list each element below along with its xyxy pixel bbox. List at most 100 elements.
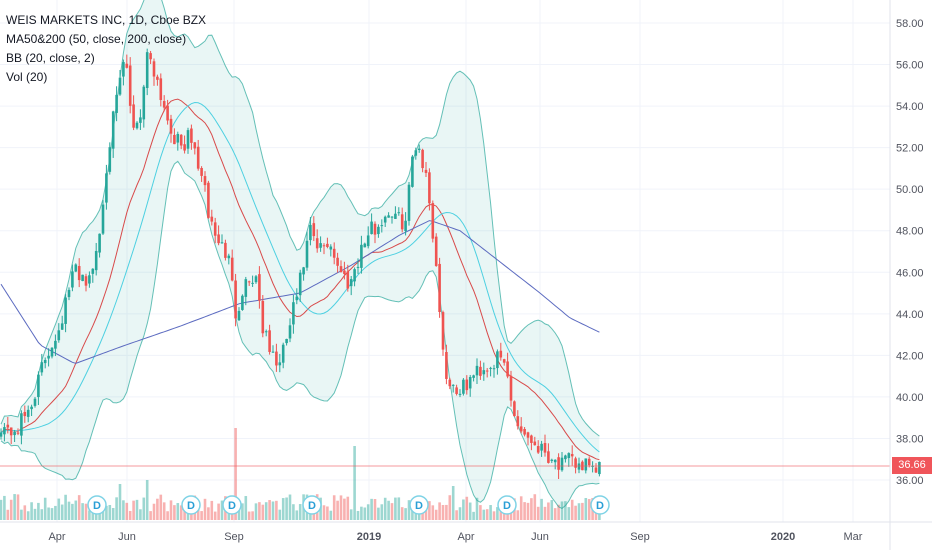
candle [159, 73, 163, 107]
dividend-marker[interactable]: D [497, 495, 517, 515]
candle-body [247, 281, 251, 283]
price-tick-label: 44.00 [896, 309, 924, 321]
candle-body [322, 245, 326, 247]
candle-body [162, 101, 166, 108]
candle-body [547, 451, 550, 463]
volume-bar [533, 494, 537, 520]
legend-ma[interactable]: MA50&200 (50, close, 200, close) [6, 32, 187, 46]
legend-bb[interactable]: BB (20, close, 2) [6, 51, 95, 65]
time-tick-label: Sep [630, 531, 650, 543]
candle [217, 225, 220, 246]
candle [315, 229, 319, 253]
candle [268, 324, 271, 355]
volume-bar [278, 509, 282, 520]
volume-bar [132, 500, 135, 520]
candle [577, 457, 581, 474]
candle-body [373, 223, 377, 235]
candle-body [414, 150, 418, 156]
candle [6, 416, 10, 434]
candle-body [523, 428, 526, 435]
volume-bar [553, 508, 557, 520]
volume-bar [370, 498, 373, 520]
candle [152, 58, 156, 86]
candle [458, 389, 462, 398]
volume-bar [203, 498, 207, 520]
candle [118, 69, 122, 96]
volume-bar [275, 500, 278, 520]
candle [523, 427, 526, 437]
volume-bar [128, 510, 132, 520]
candle [261, 295, 265, 338]
candle-body [142, 86, 146, 120]
candle-body [394, 213, 397, 219]
volume-bar [176, 503, 180, 520]
volume-bar [220, 500, 224, 520]
dividend-circle [497, 495, 517, 515]
volume-bar [241, 503, 244, 520]
candle-body [387, 215, 390, 218]
candle-body [203, 176, 207, 186]
candle [0, 428, 3, 440]
candle [156, 74, 159, 86]
dividend-marker[interactable]: D [590, 495, 610, 515]
candle [43, 357, 47, 369]
volume-bar [67, 501, 71, 520]
candle-body [475, 365, 479, 376]
candle-body [254, 276, 258, 283]
volume-bar [285, 497, 288, 520]
legend-symbol[interactable]: WEIS MARKETS INC, 1D, Cboe BZX [6, 13, 207, 27]
dividend-marker[interactable]: D [409, 495, 429, 515]
dividend-marker[interactable]: D [302, 495, 322, 515]
candle-body [115, 94, 118, 113]
volume-bar [465, 496, 469, 520]
legend-vol[interactable]: Vol (20) [6, 70, 48, 84]
candle [560, 452, 564, 472]
dividend-marker[interactable]: D [222, 495, 242, 515]
time-tick-label: 2019 [357, 531, 381, 543]
candle [479, 360, 482, 380]
candle [489, 366, 492, 377]
volume-bar [207, 507, 210, 520]
candle [370, 213, 373, 235]
volume-bar [139, 509, 142, 520]
candle [190, 124, 193, 150]
candle-body [183, 144, 186, 151]
candle [20, 410, 23, 445]
candle [244, 276, 248, 306]
candle-body [513, 401, 516, 417]
volume-bar [390, 503, 394, 520]
candle-body [43, 359, 47, 364]
candle-body [224, 242, 227, 258]
volume-bar [434, 509, 438, 520]
dividend-marker[interactable]: D [87, 495, 107, 515]
dividend-circle [222, 495, 242, 515]
candle [377, 224, 380, 238]
time-tick-label: Sep [224, 531, 244, 543]
candle-body [305, 240, 309, 268]
candle [111, 110, 115, 158]
price-tick-label: 36.00 [896, 475, 924, 487]
dividend-label: D [228, 500, 236, 512]
candle-body [13, 431, 16, 436]
candle [115, 86, 118, 122]
candle [207, 180, 210, 219]
candle [431, 200, 435, 243]
candle-body [383, 216, 387, 223]
candle-body [139, 117, 142, 123]
candle-body [193, 142, 197, 149]
volume-bar [254, 503, 258, 520]
volume-bar [40, 509, 44, 520]
candle [400, 207, 404, 233]
candle [149, 50, 152, 64]
candle [445, 344, 448, 385]
candle [135, 121, 139, 130]
volume-bar [115, 497, 118, 520]
dividend-marker[interactable]: D [181, 495, 201, 515]
volume-bar [492, 511, 496, 520]
candle-body [26, 409, 30, 417]
candle-body [241, 295, 244, 310]
candle-body [506, 361, 509, 377]
chart-legend: WEIS MARKETS INC, 1D, Cboe BZX MA50&200 … [6, 11, 206, 87]
candle-body [220, 242, 224, 244]
